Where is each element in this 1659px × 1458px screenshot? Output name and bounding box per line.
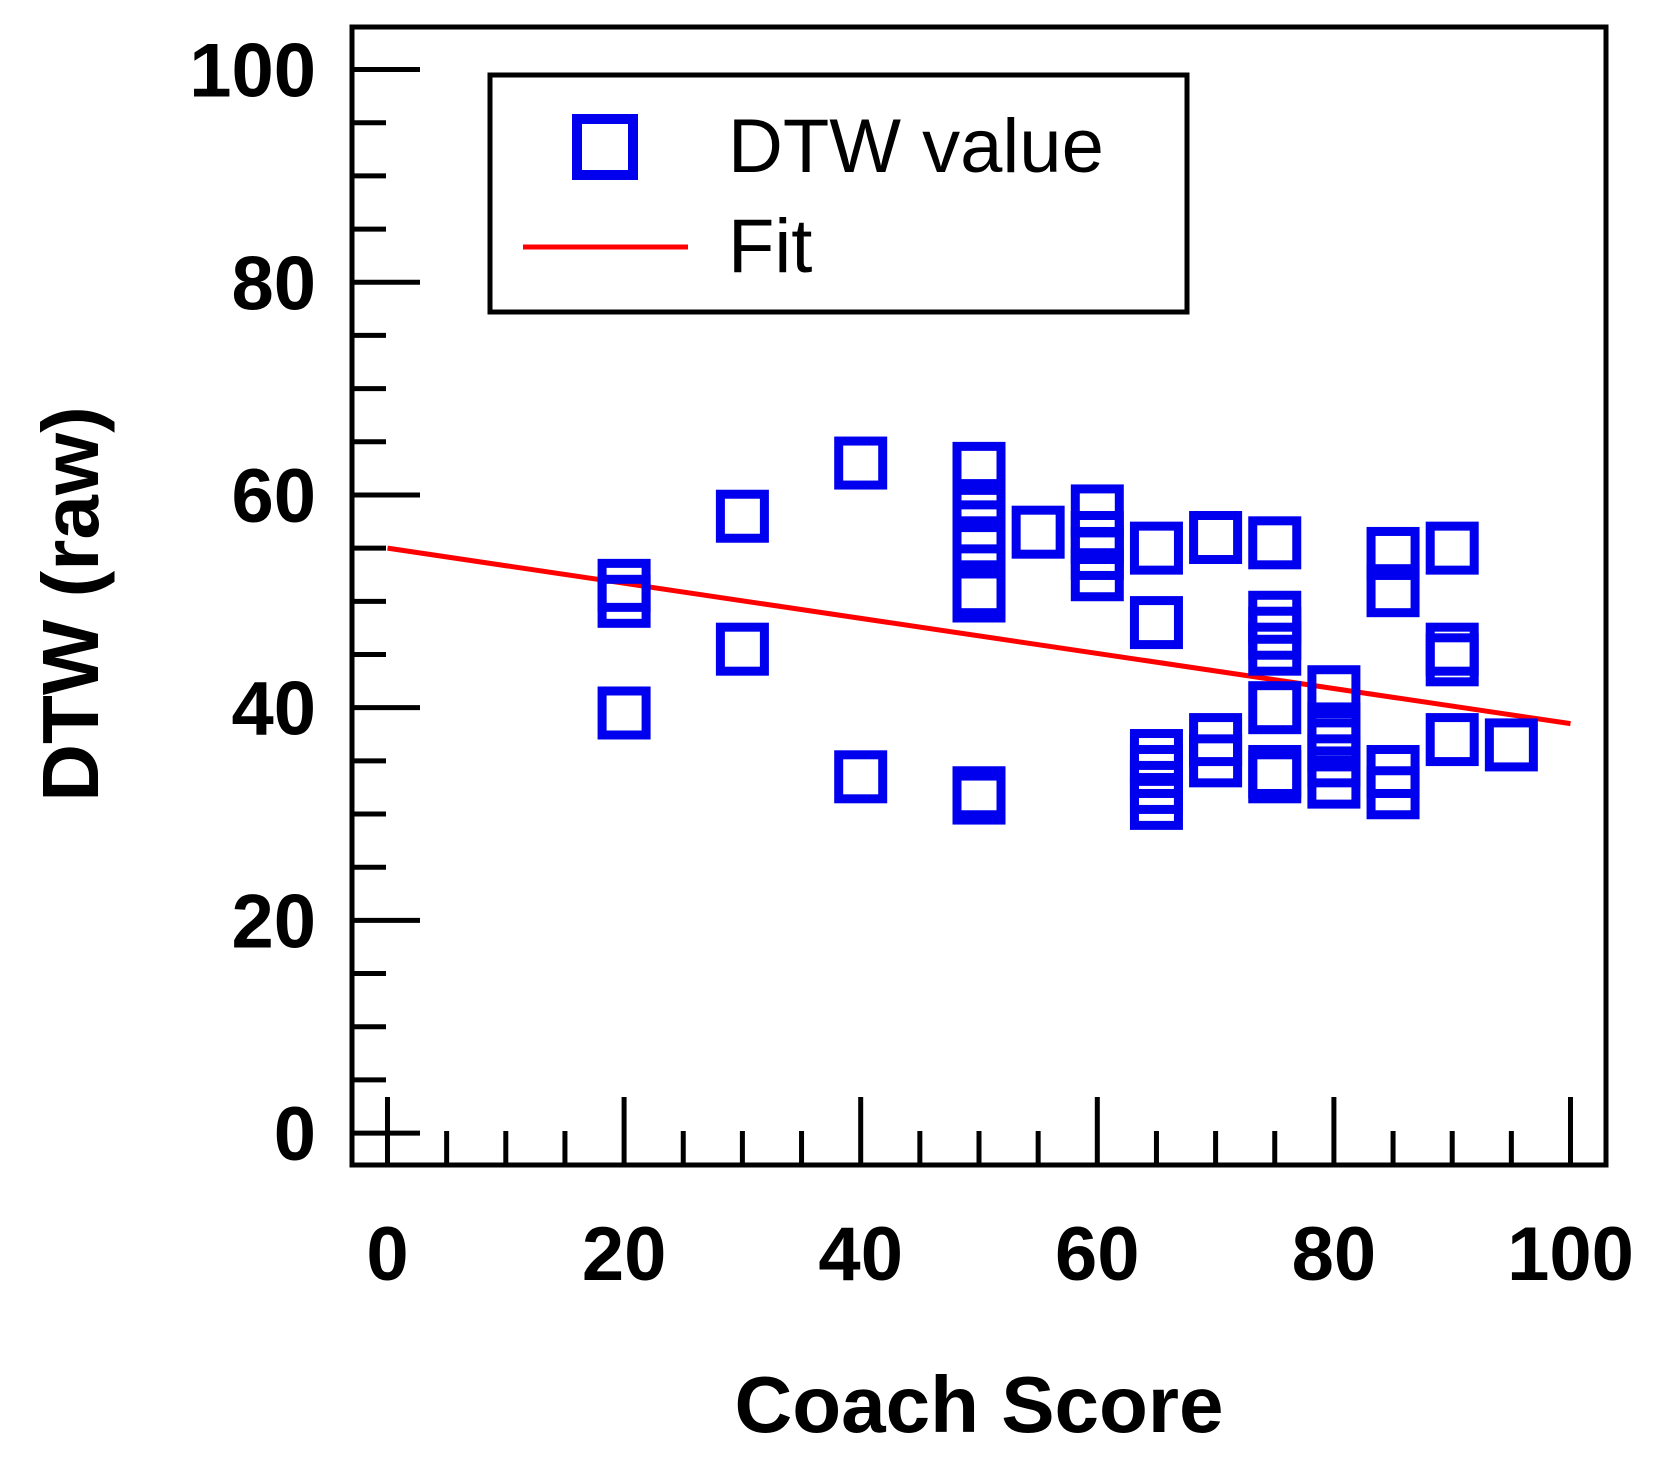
data-point <box>952 771 1006 825</box>
data-point <box>1070 484 1124 538</box>
x-tick-label: 20 <box>582 1212 667 1297</box>
data-point <box>834 750 888 804</box>
x-tick-label: 80 <box>1292 1212 1377 1297</box>
data-point <box>1129 776 1183 830</box>
y-tick-label: 0 <box>274 1092 316 1177</box>
data-point <box>1129 760 1183 814</box>
data-point <box>1248 606 1302 660</box>
data-point <box>1307 755 1361 809</box>
data-point <box>1129 744 1183 798</box>
y-tick-label: 40 <box>231 667 316 752</box>
x-tick-label: 0 <box>366 1212 408 1297</box>
y-tick-label: 20 <box>231 879 316 964</box>
data-point <box>1366 564 1420 618</box>
data-point <box>1425 633 1479 687</box>
data-point <box>1070 548 1124 602</box>
data-point <box>1484 718 1538 772</box>
data-point <box>1189 511 1243 565</box>
data-point <box>715 622 769 676</box>
data-point <box>1189 734 1243 788</box>
y-tick-label: 80 <box>231 241 316 326</box>
legend-label-fit: Fit <box>728 204 812 289</box>
y-tick-label: 60 <box>231 454 316 539</box>
x-axis-tick-labels: 0 20 40 60 80 100 <box>366 1212 1634 1297</box>
data-point <box>1425 713 1479 767</box>
data-point <box>1248 622 1302 676</box>
points-layer <box>597 436 1538 830</box>
data-point <box>952 569 1006 623</box>
data-point <box>1011 505 1065 559</box>
x-tick-label: 40 <box>818 1212 903 1297</box>
data-point <box>834 436 888 490</box>
x-axis-label: Coach Score <box>734 1360 1223 1449</box>
x-axis-ticks <box>384 1097 1574 1165</box>
data-point <box>1307 665 1361 719</box>
legend: DTW value Fit <box>487 72 1190 315</box>
data-point <box>1129 596 1183 650</box>
x-tick-label: 60 <box>1055 1212 1140 1297</box>
data-point <box>597 686 651 740</box>
data-point <box>1248 750 1302 804</box>
data-point <box>1366 526 1420 580</box>
data-point <box>1248 590 1302 644</box>
data-point <box>1129 521 1183 575</box>
legend-label-dtw-value: DTW value <box>728 104 1104 189</box>
data-point <box>952 441 1006 495</box>
data-point <box>1248 681 1302 735</box>
y-tick-label: 100 <box>189 29 316 114</box>
x-tick-label: 100 <box>1507 1212 1634 1297</box>
data-point <box>1366 766 1420 820</box>
data-point <box>715 489 769 543</box>
data-point <box>1425 521 1479 575</box>
y-axis-ticks <box>352 67 420 1136</box>
y-axis-label: DTW (raw) <box>26 406 115 802</box>
fit-layer <box>387 545 1571 727</box>
legend-marker-dtw-value <box>572 114 638 180</box>
data-point <box>597 574 651 628</box>
y-axis-tick-labels: 0 20 40 60 80 100 <box>189 29 316 1178</box>
data-point <box>1248 516 1302 570</box>
fit-line <box>387 545 1571 727</box>
data-point <box>1129 729 1183 783</box>
